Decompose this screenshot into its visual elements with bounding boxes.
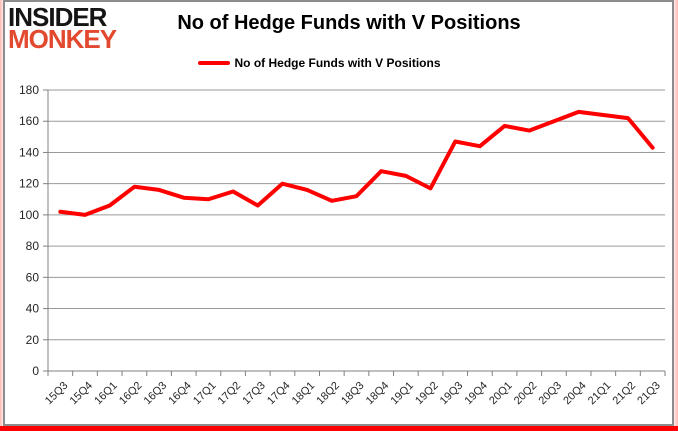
y-tick-label: 60 xyxy=(26,270,40,284)
x-tick-label: 18Q1 xyxy=(290,380,318,408)
legend-label: No of Hedge Funds with V Positions xyxy=(234,56,441,70)
y-tick-label: 180 xyxy=(19,83,39,97)
x-tick-label: 16Q4 xyxy=(166,380,194,408)
y-tick-label: 40 xyxy=(26,302,40,316)
x-tick-label: 21Q2 xyxy=(611,380,639,408)
y-tick-label: 160 xyxy=(19,114,39,128)
x-tick-label: 19Q3 xyxy=(438,380,466,408)
series-line xyxy=(58,109,655,217)
x-tick-label: 16Q3 xyxy=(142,380,170,408)
x-tick-label: 20Q2 xyxy=(512,380,540,408)
x-tick-label: 20Q4 xyxy=(561,380,589,408)
x-tick-label: 20Q3 xyxy=(537,380,565,408)
insider-monkey-logo: INSIDER MONKEY xyxy=(8,2,117,54)
x-tick-label: 19Q2 xyxy=(413,380,441,408)
x-tick-label: 17Q3 xyxy=(240,380,268,408)
legend-line-marker xyxy=(197,61,230,65)
chart-frame xyxy=(3,0,674,426)
x-tick-label: 18Q2 xyxy=(314,380,342,408)
logo-text-monkey: MONKEY xyxy=(8,24,117,54)
x-tick-label: 19Q4 xyxy=(462,380,490,408)
x-tick-label: 21Q3 xyxy=(635,380,663,408)
red-bottom-bar xyxy=(0,426,678,431)
x-tick-label: 16Q2 xyxy=(117,380,145,408)
x-tick-label: 15Q3 xyxy=(43,380,71,408)
y-tick-label: 80 xyxy=(26,239,40,253)
y-tick-label: 0 xyxy=(32,364,39,378)
x-tick-label: 19Q1 xyxy=(388,380,416,408)
y-tick-label: 20 xyxy=(26,333,40,347)
x-tick-label: 15Q4 xyxy=(68,380,96,408)
x-tick-label: 16Q1 xyxy=(92,380,120,408)
logo-text-insider: INSIDER xyxy=(8,2,107,32)
y-tick-label: 120 xyxy=(19,177,39,191)
x-tick-label: 20Q1 xyxy=(487,380,515,408)
x-tick-label: 18Q3 xyxy=(339,380,367,408)
legend: No of Hedge Funds with V Positions xyxy=(0,56,638,70)
x-tick-label: 21Q1 xyxy=(586,380,614,408)
y-tick-label: 100 xyxy=(19,208,39,222)
left-glow-edge xyxy=(0,0,3,426)
x-tick-label: 17Q1 xyxy=(191,380,219,408)
x-tick-label: 18Q4 xyxy=(364,380,392,408)
x-tick-label: 17Q2 xyxy=(216,380,244,408)
right-glow-edge xyxy=(674,0,678,426)
chart-title: No of Hedge Funds with V Positions xyxy=(177,12,521,34)
y-tick-label: 140 xyxy=(19,145,39,159)
x-tick-label: 17Q4 xyxy=(265,380,293,408)
